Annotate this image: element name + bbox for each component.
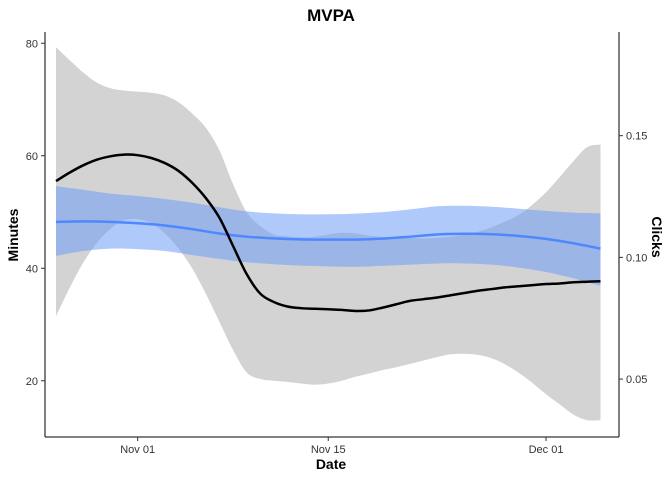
y-axis-title: Minutes [5,208,21,261]
x-tick-label: Nov 15 [311,444,346,456]
x-ticks: Nov 01 Nov 15 Dec 01 [120,437,563,456]
y-ticks-right: 0.05 0.10 0.15 [619,131,647,386]
minutes-confidence-band [56,47,601,421]
y-ticks-left: 20 40 60 80 [26,38,45,388]
x-tick-label: Dec 01 [529,444,564,456]
y-tick-label: 80 [26,38,38,50]
clicks-line [55,220,601,250]
clicks-confidence-band [56,186,601,286]
y2-tick-label: 0.05 [626,374,647,386]
y-tick-label: 60 [26,151,38,163]
y-tick-label: 40 [26,263,38,275]
minutes-line [55,153,601,313]
series-layer [55,47,601,421]
x-axis-title: Date [316,456,347,472]
chart-title: MVPA [307,6,355,25]
y2-tick-label: 0.15 [626,131,647,143]
y2-tick-label: 0.10 [626,252,647,264]
y2-axis-title: Clicks [649,216,665,257]
y-tick-label: 20 [26,376,38,388]
x-tick-label: Nov 01 [120,444,155,456]
